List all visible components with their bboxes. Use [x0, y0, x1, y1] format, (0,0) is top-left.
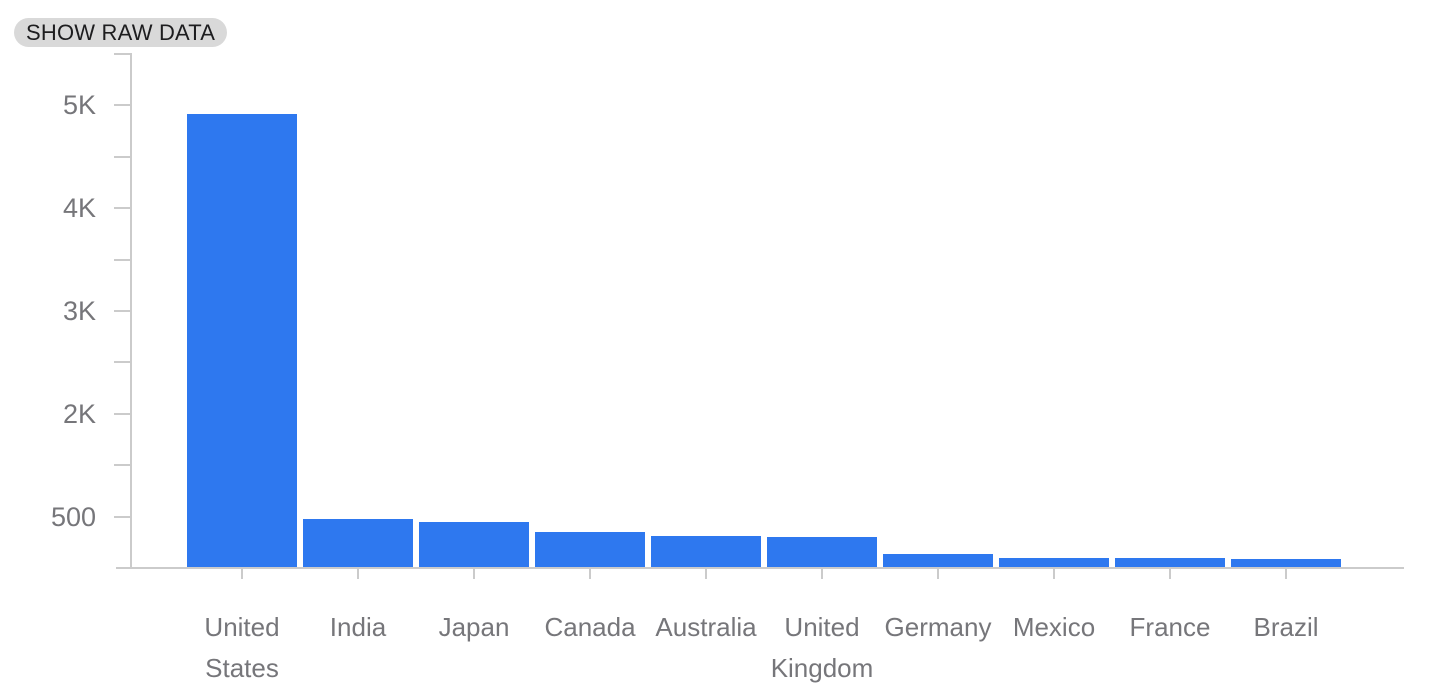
y-axis-label: 2K — [62, 398, 96, 429]
x-axis-tick — [473, 569, 475, 579]
show-raw-data-button[interactable]: SHOW RAW DATA — [14, 18, 228, 47]
x-axis-tick — [589, 569, 591, 579]
x-axis-label-france: France — [1129, 612, 1211, 642]
bar-brazil[interactable] — [1231, 559, 1341, 567]
y-axis-label: 4K — [62, 193, 96, 224]
x-axis-tick — [241, 569, 243, 579]
bar-mexico[interactable] — [999, 558, 1109, 567]
x-axis-label-japan: Japan — [438, 612, 510, 642]
x-axis-tick — [937, 569, 939, 579]
y-axis-tick — [114, 412, 132, 415]
y-axis-tick — [114, 207, 132, 210]
x-axis-tick — [821, 569, 823, 579]
y-axis-tick — [114, 361, 132, 364]
x-axis-tick — [1285, 569, 1287, 579]
x-axis-tick — [1053, 569, 1055, 579]
x-axis-tick — [705, 569, 707, 579]
x-axis-label-brazil: Brazil — [1253, 612, 1319, 642]
bar-united-kingdom[interactable] — [767, 537, 877, 567]
bar-japan[interactable] — [419, 522, 529, 567]
x-axis-label-mexico: Mexico — [1012, 612, 1096, 642]
y-axis-label: 5K — [62, 90, 96, 121]
x-axis-label-germany: Germany — [884, 612, 992, 642]
x-axis-label-india: India — [329, 612, 387, 642]
x-axis-line — [116, 567, 1404, 569]
bar-australia[interactable] — [651, 536, 761, 567]
y-axis-label: 3K — [62, 296, 96, 326]
y-axis-tick — [114, 104, 132, 107]
bar-india[interactable] — [303, 519, 413, 567]
y-axis-label: 500 — [50, 501, 96, 532]
y-axis-tick — [114, 464, 132, 467]
y-axis-tick — [114, 515, 132, 518]
x-axis-tick — [357, 569, 359, 579]
bar-france[interactable] — [1115, 558, 1225, 567]
y-axis-tick — [114, 53, 132, 55]
x-axis-tick — [1169, 569, 1171, 579]
bar-united-states[interactable] — [187, 114, 297, 567]
y-axis-tick — [114, 310, 132, 312]
x-axis-label-canada: Canada — [544, 612, 636, 642]
x-axis-label-united-states: United States — [204, 612, 280, 683]
y-axis-tick — [114, 155, 132, 158]
bar-germany[interactable] — [883, 554, 993, 567]
y-axis-tick — [114, 258, 132, 261]
x-axis-label-united-kingdom: United Kingdom — [770, 612, 874, 683]
x-axis-label-australia: Australia — [655, 612, 757, 642]
bar-canada[interactable] — [535, 532, 645, 567]
